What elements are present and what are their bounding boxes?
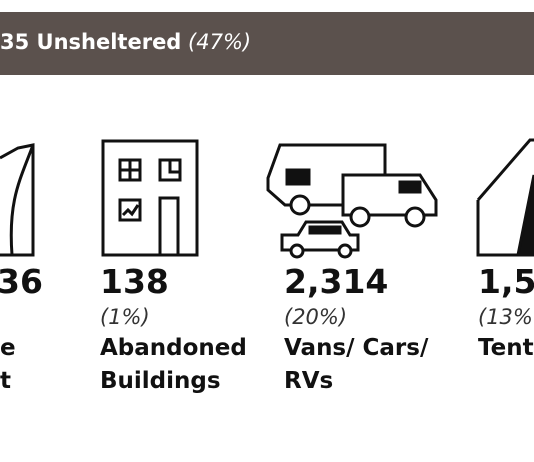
- count: 138: [100, 262, 169, 301]
- percent: [0, 302, 43, 332]
- column: 1,5 (13% Tent: [478, 262, 534, 365]
- count: 36: [0, 262, 43, 301]
- label: Vans/ Cars/: [284, 335, 429, 361]
- count: 1,5: [478, 262, 534, 301]
- header-bar: [0, 12, 534, 75]
- vehicles-icon: [266, 143, 438, 259]
- column: 36 e t: [0, 262, 43, 398]
- percent: (20%): [284, 305, 348, 329]
- percent: (13%: [478, 305, 533, 329]
- column: 138 (1%) Abandoned Buildings: [100, 262, 247, 398]
- label: Tent: [478, 335, 534, 361]
- count: 2,314: [284, 262, 389, 301]
- label: Buildings: [100, 368, 221, 394]
- column: 2,314 (20%) Vans/ Cars/ RVs: [284, 262, 428, 398]
- header-percent: (47%): [188, 30, 252, 54]
- header-title: 35 Unsheltered: [0, 30, 182, 54]
- label: RVs: [284, 368, 334, 394]
- tent-icon: [476, 138, 534, 257]
- percent: (1%): [100, 305, 150, 329]
- label: e: [0, 335, 16, 361]
- label: Abandoned: [100, 335, 247, 361]
- building-icon: [101, 139, 199, 257]
- header: 35 Unsheltered (47%): [0, 30, 251, 54]
- partial-icon: [0, 143, 35, 257]
- label: t: [0, 368, 11, 394]
